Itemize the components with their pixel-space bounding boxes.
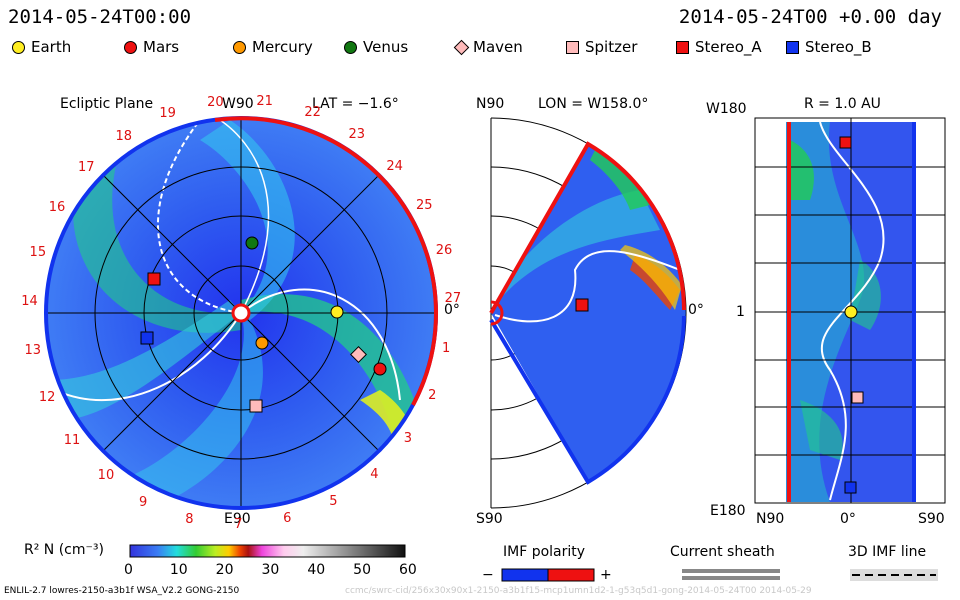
legend-earth: Earth [12, 38, 71, 56]
carrington-label: 18 [115, 128, 133, 144]
carrington-label: 12 [38, 390, 56, 406]
imf-polarity-label: IMF polarity [503, 544, 586, 560]
ecliptic-title: Ecliptic Plane [60, 96, 154, 112]
carrington-label: 16 [48, 200, 66, 216]
radial-x-label: 0° [840, 511, 856, 527]
radial-x-label: S90 [918, 511, 945, 527]
carrington-label: 9 [138, 495, 148, 510]
ecliptic-lat: LAT = −1.6° [312, 96, 399, 112]
carrington-label: 25 [415, 197, 433, 213]
stereo-a-icon [676, 40, 689, 54]
radial-mid-label: 1 [736, 304, 745, 320]
stereo-a-marker [147, 272, 161, 286]
venus-marker [245, 236, 259, 250]
meridional-top-label: N90 [476, 96, 505, 112]
carrington-label: 13 [24, 343, 41, 359]
meridional-lon: LON = W158.0° [538, 96, 649, 112]
carrington-label: 4 [370, 466, 379, 482]
imf-positive-bar [547, 568, 595, 582]
radial-top-label: W180 [706, 101, 747, 117]
meridional-panel [489, 117, 687, 509]
legend-spitzer: Spitzer [566, 38, 637, 56]
legend-stereo-b: Stereo_B [786, 38, 872, 56]
spitzer-icon [566, 40, 579, 54]
carrington-label: 14 [21, 293, 38, 309]
current-sheath-line [682, 569, 780, 573]
carrington-label: 1 [441, 340, 451, 356]
legend-venus: Venus [344, 38, 408, 56]
colorbar-tick: 50 [353, 562, 371, 578]
radial-stereo-a-marker [839, 136, 852, 149]
carrington-label: 11 [63, 432, 81, 448]
footer-run-id: ccmc/swrc-cid/256x30x90x1-2150-a3b1f15-m… [345, 586, 812, 596]
ecliptic-right-label: 0° [444, 302, 460, 318]
timestamp: 2014-05-24T00:00 [8, 6, 192, 28]
legend-maven: Maven [453, 38, 523, 56]
carrington-label: 23 [348, 127, 365, 143]
colorbar-tick: 40 [307, 562, 326, 578]
spitzer-marker [249, 399, 263, 413]
colorbar [129, 544, 406, 558]
ecliptic-bottom-label: E90 [224, 511, 251, 527]
carrington-label: 26 [435, 243, 453, 259]
carrington-label: 10 [97, 468, 115, 484]
carrington-label: 22 [304, 105, 321, 121]
mars-icon [124, 40, 137, 54]
colorbar-label: R² N (cm⁻³) [24, 542, 104, 558]
ecliptic-top-label: W90 [222, 96, 254, 112]
radial-stereo-b-marker [844, 481, 857, 494]
legend-mercury: Mercury [233, 38, 313, 56]
carrington-label: 21 [256, 94, 273, 110]
carrington-label: 2 [428, 387, 437, 403]
colorbar-tick: 30 [261, 562, 280, 578]
current-sheath-label: Current sheath [670, 544, 775, 560]
carrington-label: 15 [29, 245, 47, 261]
carrington-label: 7 [234, 516, 243, 532]
mercury-marker [255, 336, 269, 350]
meridional-stereo-a-marker [575, 298, 589, 312]
current-sheath-line [682, 576, 780, 580]
venus-icon [344, 40, 357, 54]
carrington-label: 8 [185, 511, 194, 527]
carrington-label: 20 [207, 94, 224, 110]
mercury-icon [233, 40, 246, 54]
stereo-b-marker [140, 331, 154, 345]
imf-line-label: 3D IMF line [848, 544, 927, 560]
radial-spitzer-marker [851, 391, 864, 404]
imf-plus-label: + [600, 567, 612, 583]
carrington-label: 5 [329, 493, 338, 509]
legend-stereo-a: Stereo_A [676, 38, 762, 56]
earth-marker [330, 305, 344, 319]
carrington-label: 24 [386, 158, 403, 174]
carrington-label: 6 [283, 510, 292, 526]
meridional-right-label: 0° [688, 302, 704, 318]
ecliptic-plane-panel [44, 116, 439, 510]
colorbar-tick: 20 [215, 562, 234, 578]
earth-icon [12, 40, 25, 54]
radial-bottom-label: E180 [710, 503, 746, 519]
maven-marker [350, 346, 367, 363]
carrington-label: 3 [403, 430, 413, 446]
imf-minus-label: − [482, 567, 494, 583]
radial-x-label: N90 [756, 511, 785, 527]
forecast-label: 2014-05-24T00 +0.00 day [678, 6, 942, 28]
footer-model-info: ENLIL-2.7 lowres-2150-a3b1f WSA_V2.2 GON… [4, 586, 240, 596]
carrington-label: 17 [77, 160, 95, 176]
legend-mars: Mars [124, 38, 179, 56]
meridional-bottom-label: S90 [476, 511, 503, 527]
carrington-label: 19 [159, 106, 176, 122]
colorbar-tick: 60 [399, 562, 417, 578]
colorbar-tick: 10 [169, 562, 188, 578]
mars-marker [373, 362, 387, 376]
imf-negative-bar [501, 568, 549, 582]
carrington-label: 27 [444, 291, 462, 307]
stereo-b-icon [786, 40, 799, 54]
colorbar-tick: 0 [124, 562, 133, 578]
radial-r: R = 1.0 AU [804, 96, 881, 112]
radial-earth-marker [844, 305, 858, 319]
